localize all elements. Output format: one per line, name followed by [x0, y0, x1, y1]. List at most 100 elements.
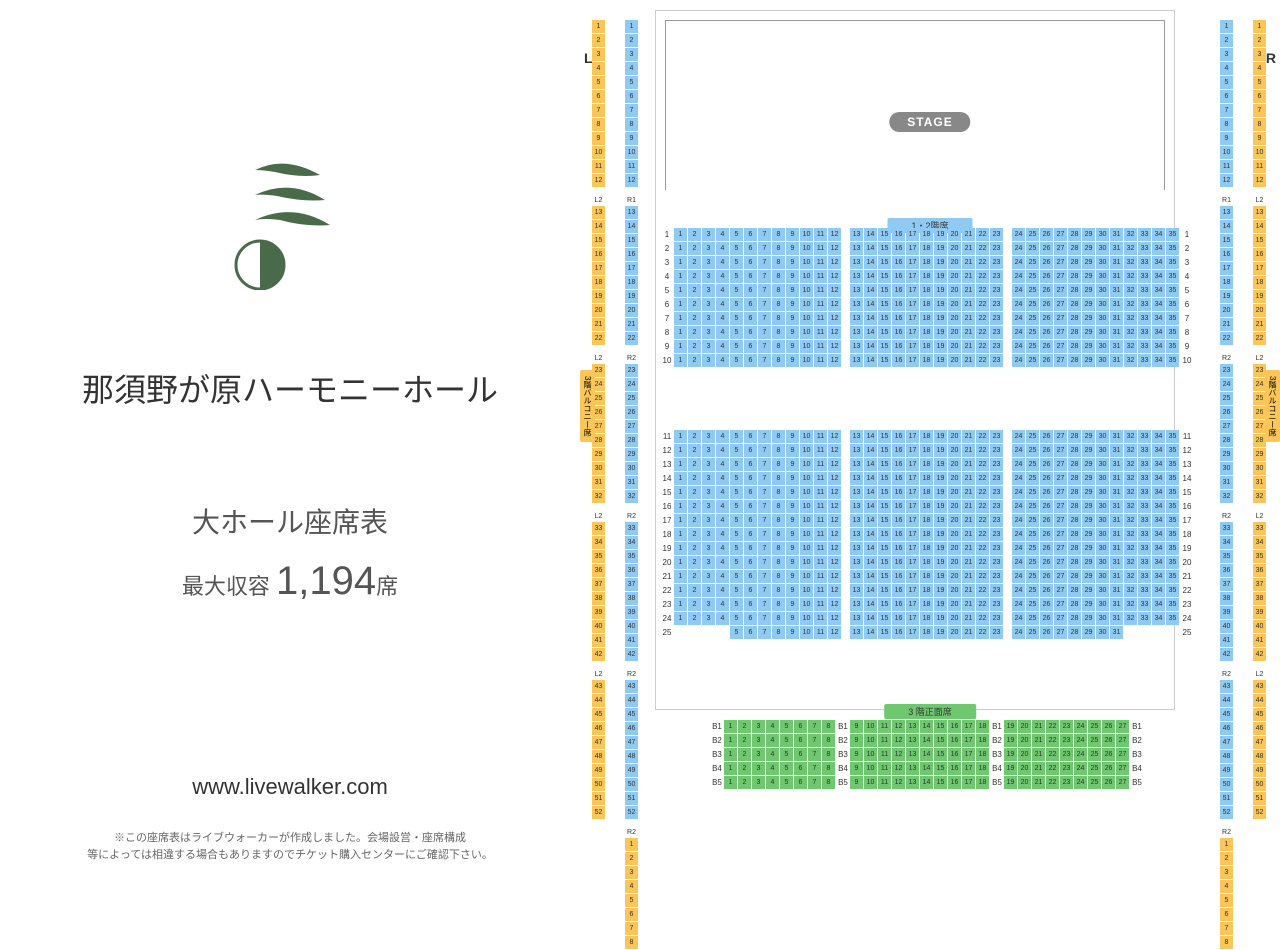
seat[interactable]: 22 [976, 556, 989, 569]
seat[interactable]: 11 [814, 472, 827, 485]
seat[interactable]: 17 [906, 500, 919, 513]
seat[interactable]: 30 [1096, 458, 1109, 471]
seat[interactable]: 29 [1082, 256, 1095, 269]
seat[interactable]: 2 [688, 528, 701, 541]
seat[interactable]: 4 [716, 500, 729, 513]
seat[interactable]: 16 [948, 748, 961, 761]
seat[interactable]: 10 [800, 458, 813, 471]
seat[interactable]: 35 [1166, 514, 1179, 527]
seat[interactable]: 16 [948, 776, 961, 789]
seat[interactable]: 15 [878, 472, 891, 485]
seat[interactable]: 5 [730, 486, 743, 499]
seat[interactable]: 8 [772, 542, 785, 555]
seat[interactable]: 35 [1166, 430, 1179, 443]
seat[interactable]: 16 [892, 570, 905, 583]
seat[interactable]: 2 [688, 486, 701, 499]
seat[interactable]: 30 [1096, 528, 1109, 541]
seat[interactable]: 16 [892, 340, 905, 353]
seat[interactable]: 30 [1096, 256, 1109, 269]
seat[interactable]: 13 [850, 612, 863, 625]
seat[interactable]: 20 [948, 284, 961, 297]
seat[interactable]: 22 [976, 486, 989, 499]
seat[interactable]: 6 [794, 734, 807, 747]
seat[interactable]: 2 [688, 472, 701, 485]
seat[interactable]: 15 [878, 584, 891, 597]
seat[interactable]: 17 [906, 256, 919, 269]
seat[interactable]: 2 [688, 542, 701, 555]
seat[interactable]: 7 [758, 500, 771, 513]
seat[interactable]: 19 [934, 284, 947, 297]
seat[interactable]: 19 [934, 486, 947, 499]
seat[interactable]: 7 [758, 528, 771, 541]
seat[interactable]: 15 [878, 430, 891, 443]
seat[interactable]: 27 [1054, 242, 1067, 255]
seat[interactable]: 7 [758, 326, 771, 339]
seat[interactable]: 2 [688, 298, 701, 311]
seat[interactable]: 17 [906, 514, 919, 527]
seat[interactable]: 28 [1068, 444, 1081, 457]
seat[interactable]: 6 [744, 444, 757, 457]
seat[interactable]: 18 [920, 542, 933, 555]
seat[interactable]: 1 [674, 528, 687, 541]
seat[interactable]: 22 [1046, 748, 1059, 761]
seat[interactable]: 25 [1026, 430, 1039, 443]
seat[interactable]: 13 [850, 270, 863, 283]
seat[interactable]: 21 [962, 570, 975, 583]
seat[interactable]: 16 [892, 598, 905, 611]
seat[interactable]: 8 [772, 584, 785, 597]
seat[interactable]: 5 [730, 430, 743, 443]
seat[interactable]: 20 [948, 584, 961, 597]
seat[interactable]: 12 [828, 556, 841, 569]
seat[interactable]: 32 [1124, 256, 1137, 269]
seat[interactable]: 28 [1068, 598, 1081, 611]
seat[interactable]: 14 [864, 626, 877, 639]
seat[interactable]: 22 [976, 354, 989, 367]
seat[interactable]: 6 [744, 284, 757, 297]
seat[interactable]: 12 [828, 270, 841, 283]
seat[interactable]: 12 [828, 612, 841, 625]
seat[interactable]: 13 [850, 514, 863, 527]
seat[interactable]: 23 [1060, 762, 1073, 775]
seat[interactable]: 25 [1088, 720, 1101, 733]
seat[interactable]: 15 [934, 762, 947, 775]
seat[interactable]: 4 [716, 270, 729, 283]
seat[interactable]: 23 [990, 570, 1003, 583]
seat[interactable]: 6 [794, 776, 807, 789]
seat[interactable]: 8 [772, 242, 785, 255]
seat[interactable]: 19 [934, 340, 947, 353]
seat[interactable]: 33 [1138, 556, 1151, 569]
seat[interactable]: 22 [976, 598, 989, 611]
seat[interactable]: 24 [1012, 298, 1025, 311]
seat[interactable]: 17 [906, 556, 919, 569]
seat[interactable]: 19 [1004, 720, 1017, 733]
seat[interactable]: 27 [1116, 748, 1129, 761]
seat[interactable]: 27 [1116, 720, 1129, 733]
seat[interactable]: 26 [1040, 598, 1053, 611]
seat[interactable]: 18 [976, 762, 989, 775]
seat[interactable]: 6 [744, 242, 757, 255]
seat[interactable]: 13 [906, 748, 919, 761]
seat[interactable]: 34 [1152, 458, 1165, 471]
seat[interactable]: 26 [1040, 612, 1053, 625]
seat[interactable]: 5 [730, 354, 743, 367]
seat[interactable]: 32 [1124, 472, 1137, 485]
seat[interactable]: 12 [828, 514, 841, 527]
seat[interactable]: 18 [920, 458, 933, 471]
seat[interactable]: 2 [738, 762, 751, 775]
seat[interactable]: 8 [772, 228, 785, 241]
seat[interactable]: 16 [892, 514, 905, 527]
seat[interactable]: 13 [850, 430, 863, 443]
seat[interactable]: 9 [850, 734, 863, 747]
seat[interactable]: 29 [1082, 354, 1095, 367]
seat[interactable]: 26 [1102, 762, 1115, 775]
seat[interactable]: 3 [702, 570, 715, 583]
seat[interactable]: 28 [1068, 256, 1081, 269]
seat[interactable]: 7 [758, 612, 771, 625]
seat[interactable]: 33 [1138, 228, 1151, 241]
seat[interactable]: 20 [948, 612, 961, 625]
seat[interactable]: 27 [1116, 734, 1129, 747]
seat[interactable]: 18 [976, 720, 989, 733]
seat[interactable]: 35 [1166, 256, 1179, 269]
seat[interactable]: 19 [934, 228, 947, 241]
seat[interactable]: 32 [1124, 570, 1137, 583]
